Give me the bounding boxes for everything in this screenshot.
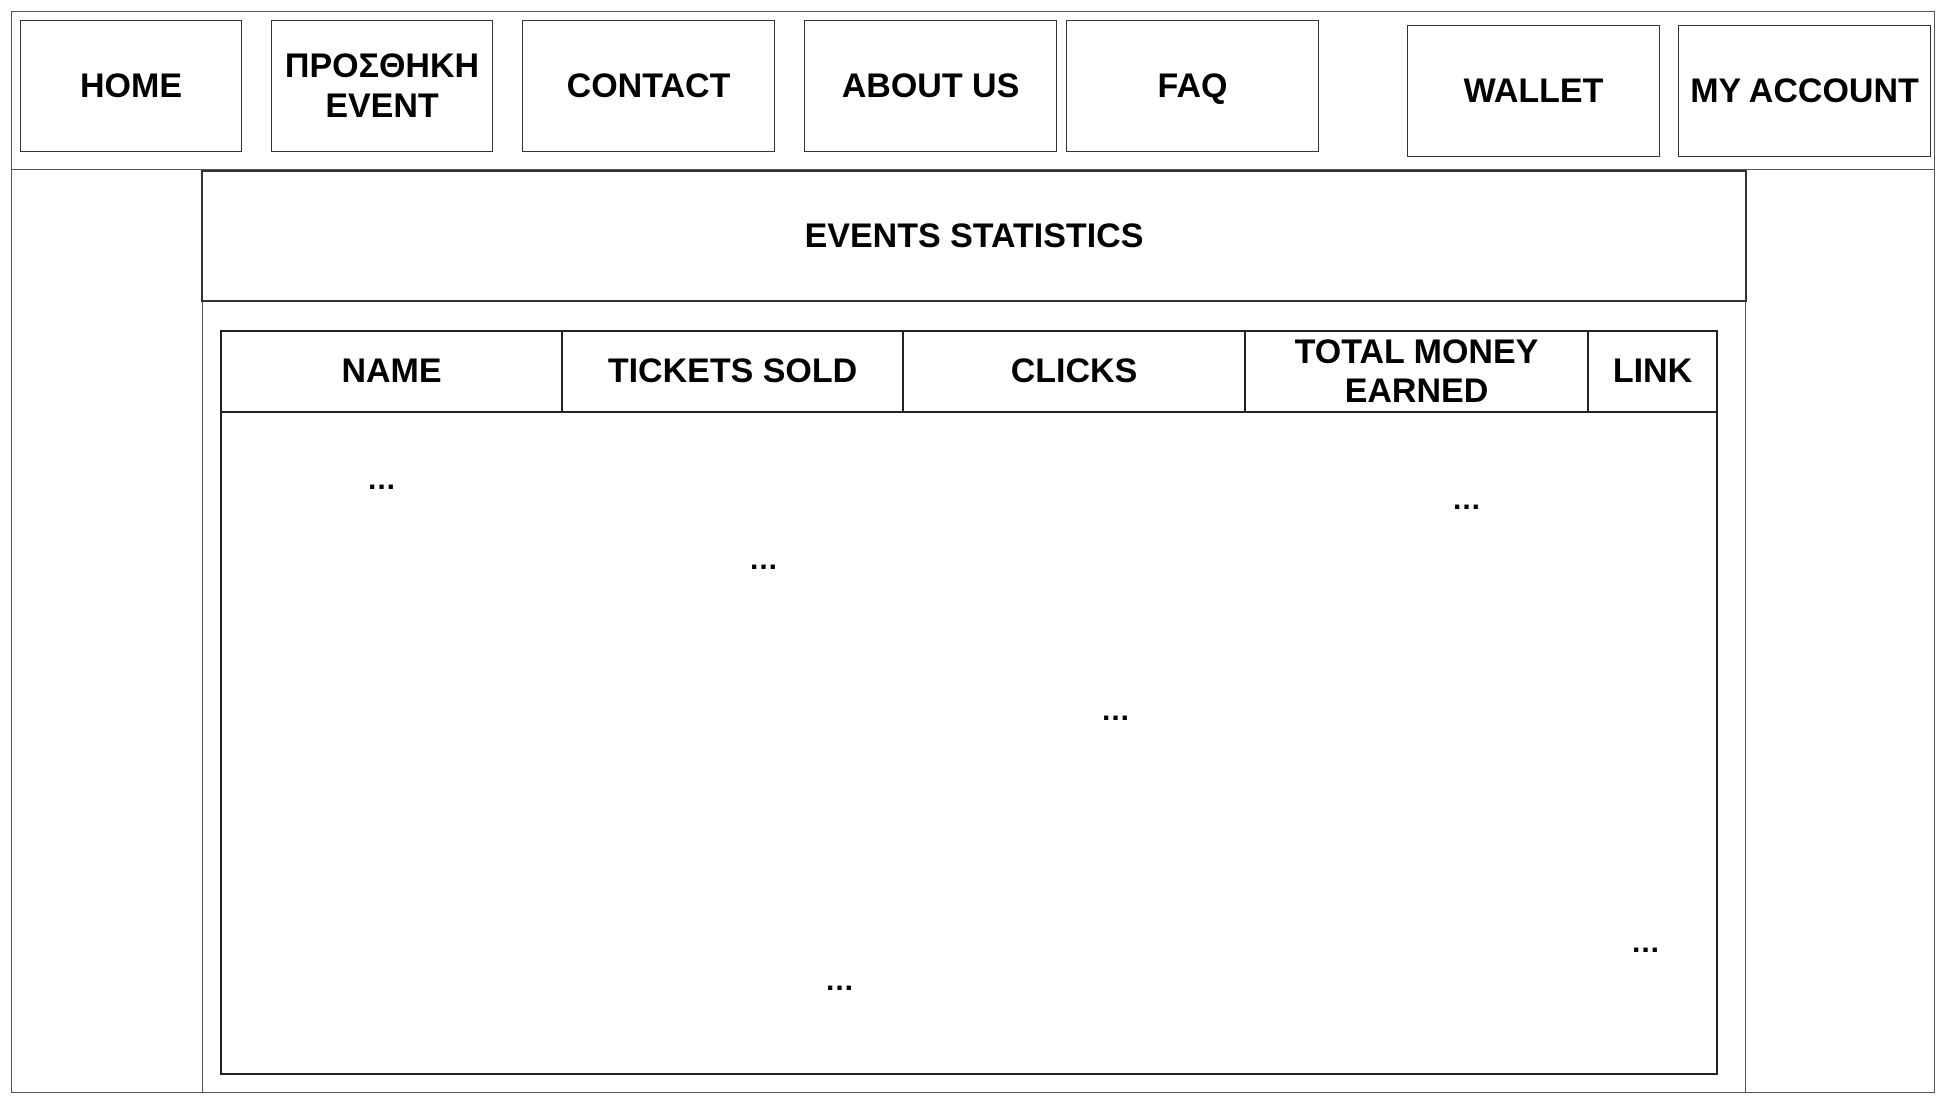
main-panel xyxy=(202,170,1746,1093)
column-header-total-money-earned: TOTAL MONEY EARNED xyxy=(1246,332,1589,411)
nav-wallet-button[interactable]: WALLET xyxy=(1407,25,1660,157)
column-header-tickets-sold: TICKETS SOLD xyxy=(563,332,904,411)
nav-my-account-button[interactable]: MY ACCOUNT xyxy=(1678,25,1931,157)
placeholder-ellipsis: ... xyxy=(826,964,855,997)
nav-contact-label: CONTACT xyxy=(566,67,731,105)
table-header-row: NAME TICKETS SOLD CLICKS TOTAL MONEY EAR… xyxy=(222,332,1716,413)
placeholder-ellipsis: ... xyxy=(1632,926,1661,959)
placeholder-ellipsis: ... xyxy=(1102,694,1131,727)
nav-about-label: ABOUT US xyxy=(841,67,1020,105)
nav-home-button[interactable]: HOME xyxy=(20,20,242,152)
column-header-link: LINK xyxy=(1612,352,1693,390)
nav-faq-label: FAQ xyxy=(1157,67,1228,105)
column-header-clicks: CLICKS xyxy=(904,332,1246,411)
nav-about-button[interactable]: ABOUT US xyxy=(804,20,1057,152)
column-header-name: NAME xyxy=(222,332,563,411)
page-title: EVENTS STATISTICS xyxy=(201,170,1747,302)
nav-my-account-label: MY ACCOUNT xyxy=(1690,72,1919,110)
nav-wallet-label: WALLET xyxy=(1463,72,1604,110)
nav-divider xyxy=(11,169,1935,170)
nav-home-label: HOME xyxy=(80,67,182,105)
nav-contact-button[interactable]: CONTACT xyxy=(522,20,775,152)
statistics-table: NAME TICKETS SOLD CLICKS TOTAL MONEY EAR… xyxy=(220,330,1718,1075)
page-frame xyxy=(11,11,1935,1093)
placeholder-ellipsis: ... xyxy=(368,463,397,496)
nav-add-event-button[interactable]: ΠΡΟΣΘΗΚΗ EVENT xyxy=(271,20,493,152)
placeholder-ellipsis: ... xyxy=(750,543,779,576)
nav-faq-button[interactable]: FAQ xyxy=(1066,20,1319,152)
page-title-text: EVENTS STATISTICS xyxy=(804,216,1144,255)
placeholder-ellipsis: ... xyxy=(1453,483,1482,516)
nav-add-event-label: ΠΡΟΣΘΗΚΗ EVENT xyxy=(284,47,480,125)
